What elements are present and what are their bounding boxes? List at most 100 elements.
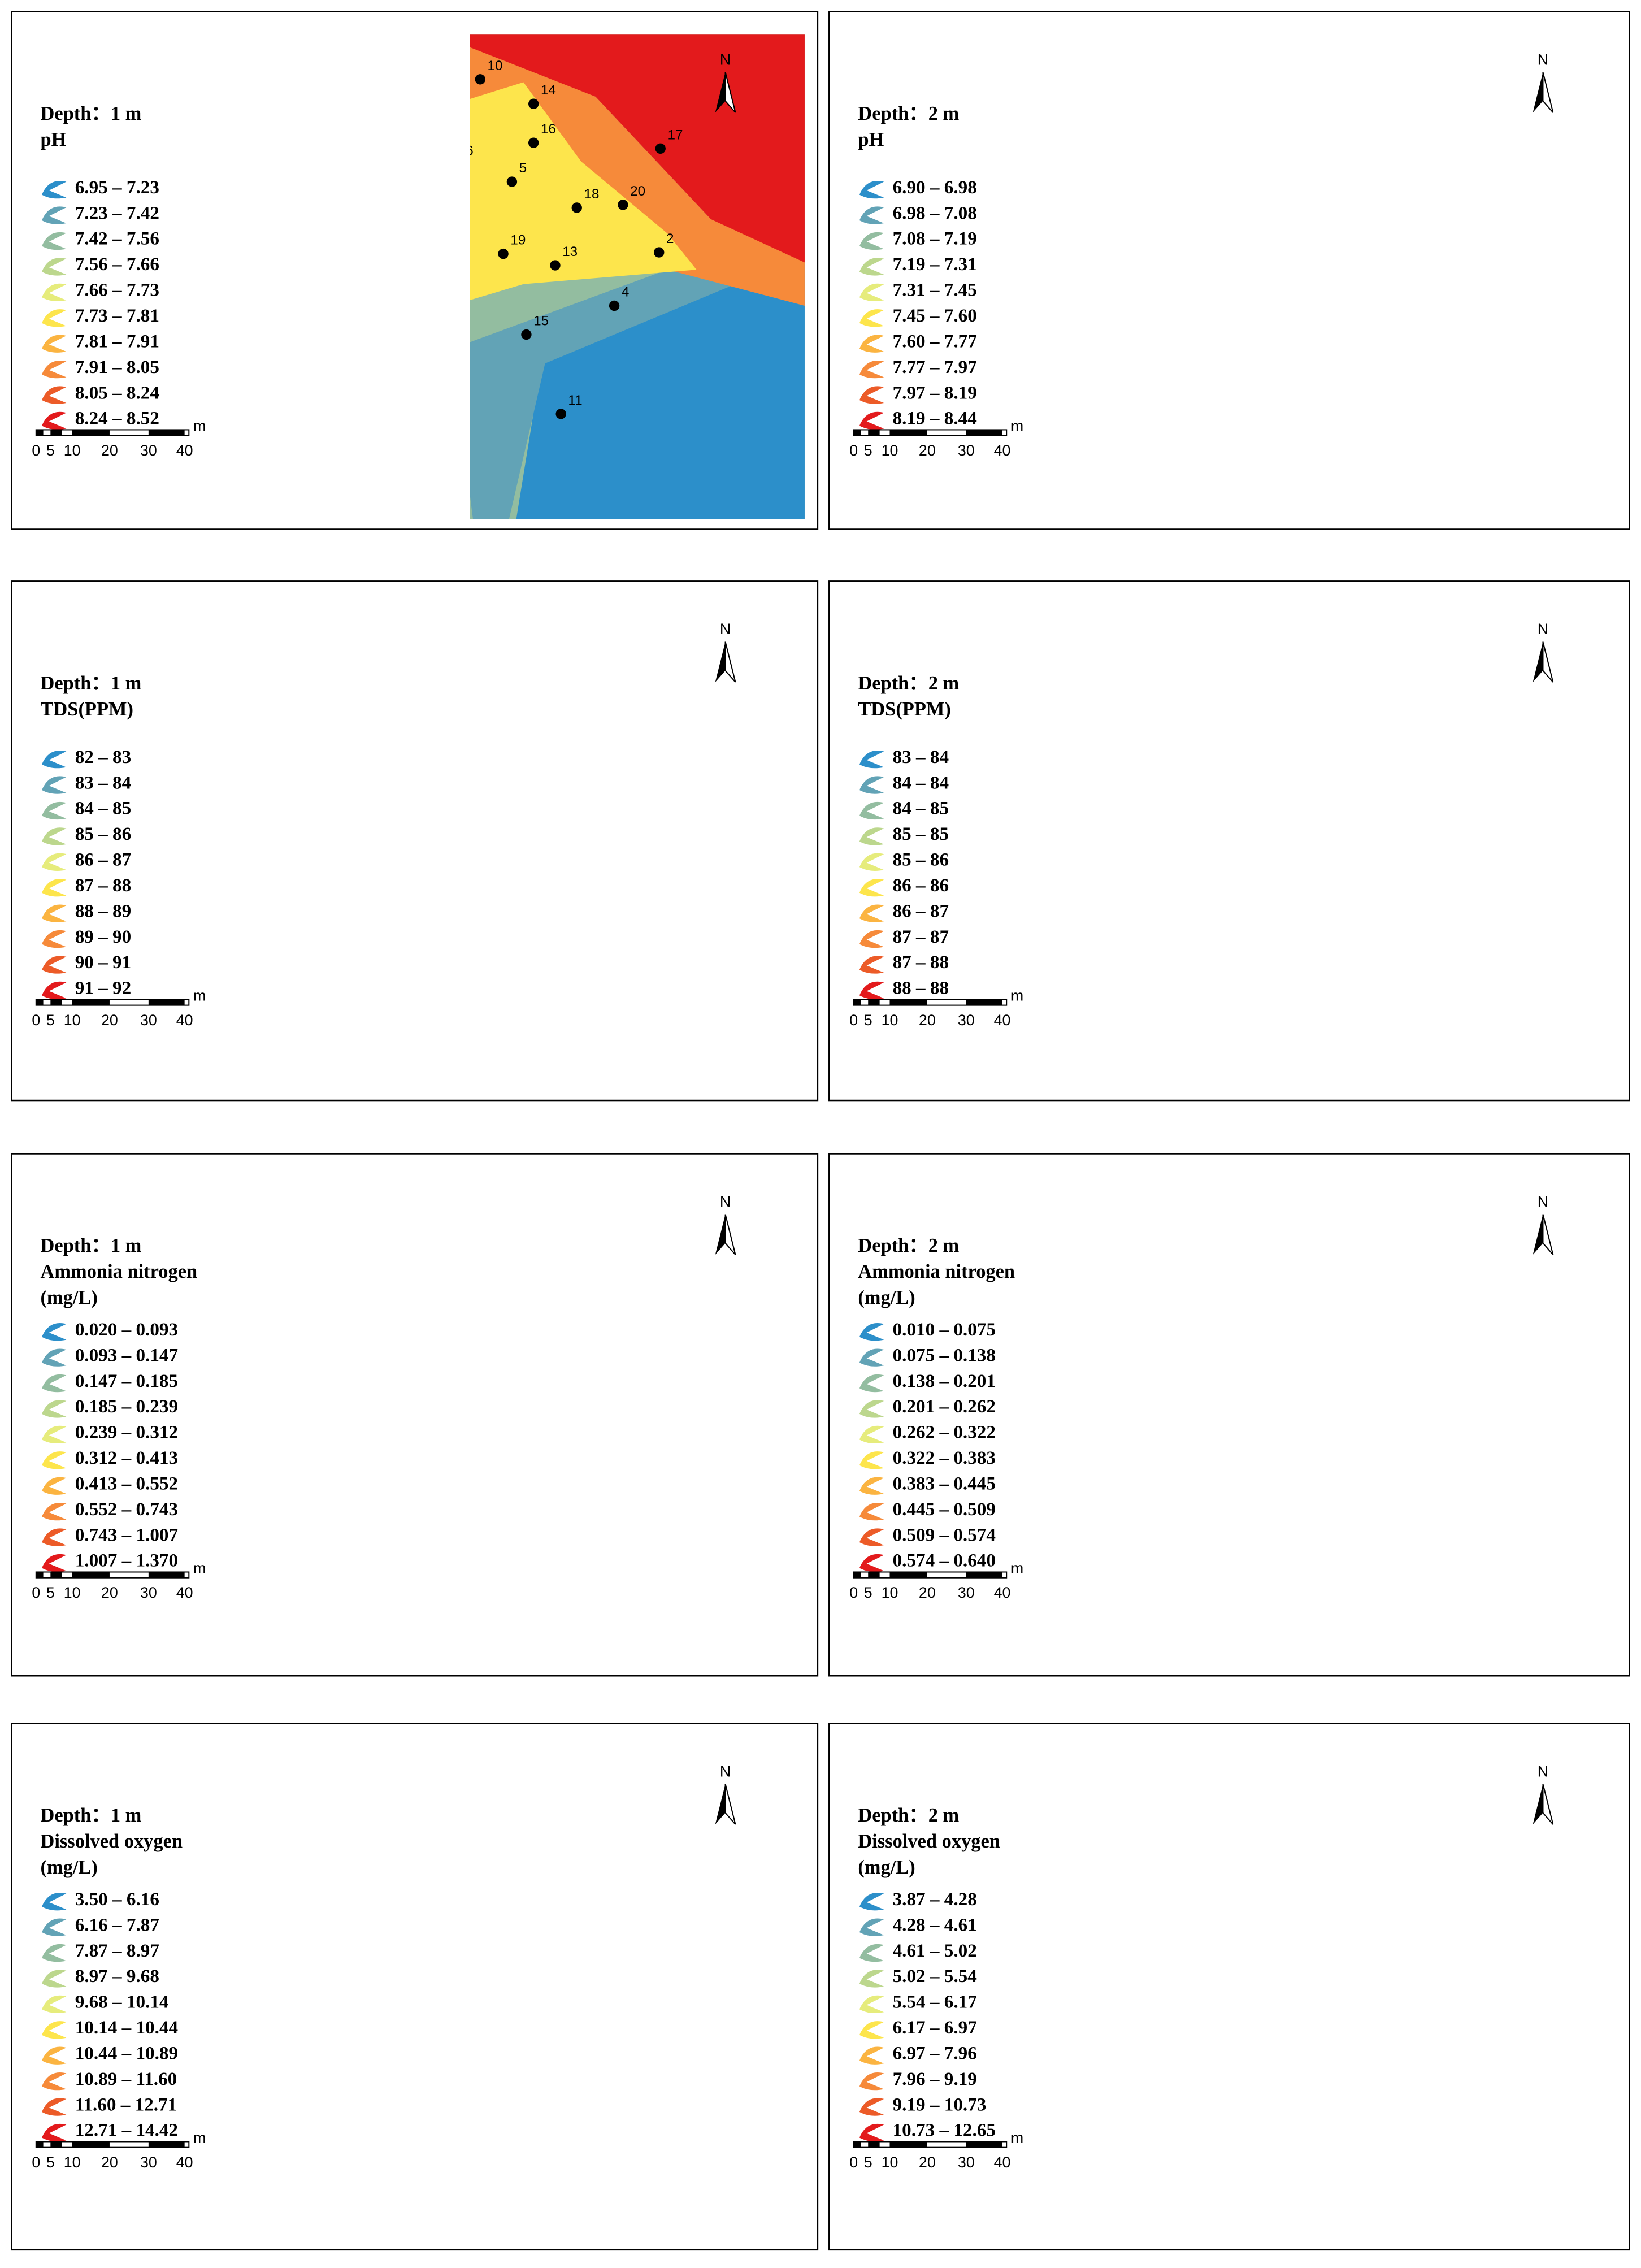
legend-label: 7.23 – 7.42 bbox=[75, 202, 159, 223]
legend-swatch bbox=[42, 1503, 67, 1521]
sample-label: 15 bbox=[533, 313, 549, 328]
legend-label: 0.552 – 0.743 bbox=[75, 1499, 178, 1520]
legend-swatch bbox=[859, 1477, 884, 1495]
scale-label: 40 bbox=[176, 2154, 193, 2171]
legend-swatch bbox=[42, 283, 67, 301]
legend-swatch bbox=[859, 309, 884, 327]
panel-title: Dissolved oxygen bbox=[858, 1831, 1000, 1852]
scale-label: 30 bbox=[140, 1584, 157, 1601]
scale-bar bbox=[50, 999, 62, 1005]
scale-bar bbox=[72, 999, 110, 1005]
legend-label: 86 – 86 bbox=[893, 875, 949, 896]
legend-swatch bbox=[859, 981, 884, 1000]
north-arrow bbox=[1542, 72, 1554, 113]
scale-label: 10 bbox=[64, 442, 81, 459]
legend-swatch bbox=[859, 180, 884, 199]
scale-label: 40 bbox=[176, 1584, 193, 1601]
legend-swatch bbox=[859, 1970, 884, 1988]
scale-label: 5 bbox=[46, 2154, 55, 2171]
legend-label: 10.73 – 12.65 bbox=[893, 2120, 996, 2141]
scale-label: 40 bbox=[994, 2154, 1011, 2171]
scale-bar bbox=[853, 999, 861, 1005]
legend-label: 86 – 87 bbox=[75, 849, 131, 870]
legend-label: 7.42 – 7.56 bbox=[75, 228, 159, 249]
legend-swatch bbox=[42, 956, 67, 974]
legend-swatch bbox=[859, 1554, 884, 1572]
scale-label: 30 bbox=[140, 442, 157, 459]
legend-label: 1.007 – 1.370 bbox=[75, 1550, 178, 1571]
legend-label: 11.60 – 12.71 bbox=[75, 2094, 177, 2115]
scale-unit: m bbox=[1011, 2129, 1023, 2146]
legend-label: 0.574 – 0.640 bbox=[893, 1550, 996, 1571]
legend-swatch bbox=[859, 386, 884, 404]
legend-swatch bbox=[42, 206, 67, 224]
scale-bar bbox=[868, 430, 880, 436]
legend-swatch bbox=[42, 904, 67, 922]
panel-title: Depth：2 m bbox=[858, 673, 959, 694]
sample-label: 13 bbox=[562, 244, 578, 259]
legend-swatch bbox=[859, 1323, 884, 1341]
legend-swatch bbox=[859, 1528, 884, 1546]
sample-label: 18 bbox=[584, 187, 600, 202]
sample-label: 17 bbox=[668, 127, 683, 142]
legend-label: 7.08 – 7.19 bbox=[893, 228, 977, 249]
map: 1234567891011121314151617181920 bbox=[470, 34, 805, 519]
sample-label: 2 bbox=[666, 231, 674, 246]
legend-swatch bbox=[859, 1425, 884, 1444]
scale-label: 40 bbox=[994, 1012, 1011, 1029]
legend-label: 7.19 – 7.31 bbox=[893, 254, 977, 275]
legend-swatch bbox=[42, 2021, 67, 2039]
scale-label: 40 bbox=[994, 442, 1011, 459]
legend-label: 87 – 88 bbox=[893, 952, 949, 973]
legend-label: 85 – 85 bbox=[893, 823, 949, 844]
scale-label: 30 bbox=[958, 2154, 975, 2171]
legend-swatch bbox=[859, 335, 884, 353]
sample-label: 4 bbox=[622, 284, 629, 300]
sample-point bbox=[528, 98, 539, 109]
scale-unit: m bbox=[1011, 987, 1023, 1004]
north-arrow bbox=[715, 72, 726, 113]
legend-label: 10.44 – 10.89 bbox=[75, 2042, 178, 2063]
north-arrow bbox=[724, 1214, 736, 1255]
scale-bar bbox=[868, 2141, 880, 2148]
scale-bar bbox=[966, 2141, 1002, 2148]
scale-bar bbox=[148, 430, 185, 436]
legend-swatch bbox=[859, 956, 884, 974]
legend-swatch bbox=[42, 1348, 67, 1367]
legend-swatch bbox=[42, 386, 67, 404]
legend-label: 12.71 – 14.42 bbox=[75, 2120, 178, 2141]
sample-point bbox=[571, 202, 582, 213]
panel-title: Ammonia nitrogen bbox=[40, 1261, 197, 1282]
scale-bar bbox=[889, 430, 927, 436]
sample-label: 5 bbox=[519, 161, 527, 176]
scale-label: 5 bbox=[46, 1584, 55, 1601]
panel-title: pH bbox=[858, 129, 884, 150]
scale-label: 30 bbox=[140, 1012, 157, 1029]
scale-label: 0 bbox=[849, 1012, 858, 1029]
legend-swatch bbox=[42, 2072, 67, 2091]
legend-swatch bbox=[42, 232, 67, 250]
panel-title: Depth：2 m bbox=[858, 103, 959, 124]
legend-swatch bbox=[42, 180, 67, 199]
scale-label: 10 bbox=[64, 2154, 81, 2171]
legend-label: 6.95 – 7.23 bbox=[75, 177, 159, 198]
legend-swatch bbox=[859, 258, 884, 276]
legend-label: 84 – 85 bbox=[75, 798, 131, 819]
scale-label: 0 bbox=[849, 2154, 858, 2171]
legend-label: 0.201 – 0.262 bbox=[893, 1396, 996, 1417]
north-arrow bbox=[724, 1784, 736, 1825]
scale-bar bbox=[36, 2141, 44, 2148]
legend-swatch bbox=[42, 1995, 67, 2014]
north-arrow bbox=[724, 641, 736, 683]
legend-label: 83 – 84 bbox=[75, 772, 131, 793]
scale-label: 0 bbox=[849, 442, 858, 459]
legend-label: 10.14 – 10.44 bbox=[75, 2017, 178, 2038]
scale-label: 0 bbox=[32, 2154, 40, 2171]
scale-label: 5 bbox=[864, 1584, 872, 1601]
scale-bar bbox=[50, 430, 62, 436]
panel-title: (mg/L) bbox=[858, 1857, 915, 1878]
north-label: N bbox=[1538, 621, 1548, 638]
legend-label: 0.138 – 0.201 bbox=[893, 1371, 996, 1391]
scale-bar bbox=[889, 2141, 927, 2148]
